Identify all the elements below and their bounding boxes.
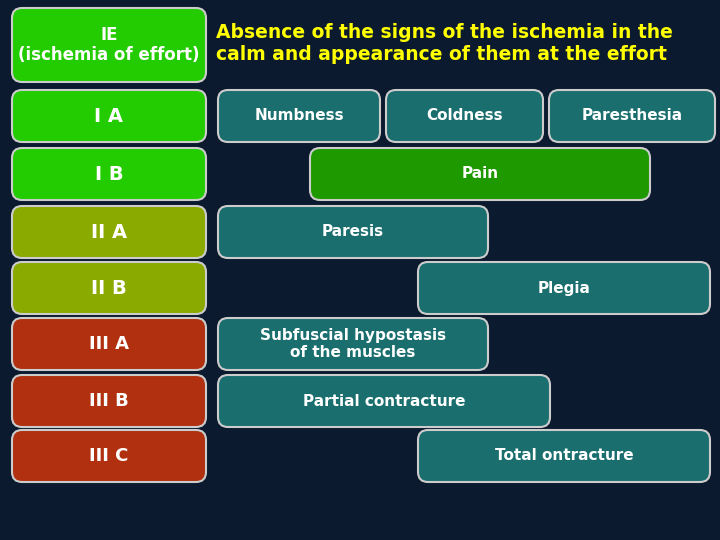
FancyBboxPatch shape (310, 148, 650, 200)
Text: IE
(ischemia of effort): IE (ischemia of effort) (18, 25, 199, 64)
FancyBboxPatch shape (418, 262, 710, 314)
FancyBboxPatch shape (218, 206, 488, 258)
FancyBboxPatch shape (12, 90, 206, 142)
FancyBboxPatch shape (549, 90, 715, 142)
Text: II A: II A (91, 222, 127, 241)
FancyBboxPatch shape (12, 8, 206, 82)
Text: Partial contracture: Partial contracture (302, 394, 465, 408)
Text: II B: II B (91, 279, 127, 298)
FancyBboxPatch shape (418, 430, 710, 482)
FancyBboxPatch shape (218, 375, 550, 427)
Text: III B: III B (89, 392, 129, 410)
Text: Pain: Pain (462, 166, 498, 181)
FancyBboxPatch shape (12, 262, 206, 314)
Text: Plegia: Plegia (538, 280, 590, 295)
FancyBboxPatch shape (218, 318, 488, 370)
Text: Coldness: Coldness (426, 109, 503, 124)
FancyBboxPatch shape (12, 148, 206, 200)
FancyBboxPatch shape (218, 90, 380, 142)
Text: Paresis: Paresis (322, 225, 384, 240)
Text: Absence of the signs of the ischemia in the: Absence of the signs of the ischemia in … (216, 24, 673, 43)
Text: I A: I A (94, 106, 124, 125)
FancyBboxPatch shape (12, 318, 206, 370)
Text: Numbness: Numbness (254, 109, 344, 124)
Text: III C: III C (89, 447, 129, 465)
FancyBboxPatch shape (12, 375, 206, 427)
Text: Subfuscial hypostasis
of the muscles: Subfuscial hypostasis of the muscles (260, 328, 446, 360)
Text: Total ontracture: Total ontracture (495, 449, 634, 463)
Text: Paresthesia: Paresthesia (582, 109, 683, 124)
FancyBboxPatch shape (12, 206, 206, 258)
Text: III A: III A (89, 335, 129, 353)
FancyBboxPatch shape (12, 430, 206, 482)
FancyBboxPatch shape (386, 90, 543, 142)
Text: calm and appearance of them at the effort: calm and appearance of them at the effor… (216, 45, 667, 64)
Text: I B: I B (95, 165, 123, 184)
